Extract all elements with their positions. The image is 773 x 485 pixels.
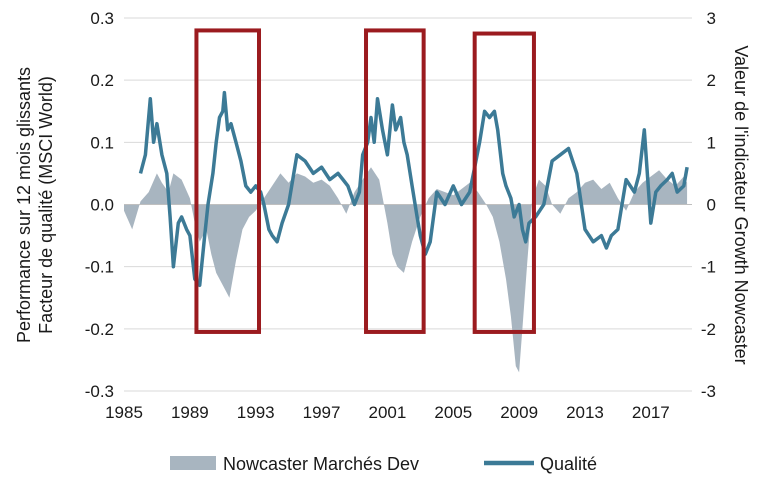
right-y-tick-labels: 3 2 1 0 -1 -2 -3: [701, 9, 716, 401]
right-tick-label: 2: [707, 71, 716, 90]
x-tick-label: 1993: [237, 403, 275, 422]
left-tick-label: 0.2: [90, 71, 114, 90]
highlight-layer: [194, 28, 536, 334]
x-tick-label: 2017: [632, 403, 670, 422]
left-tick-label: 0.0: [90, 196, 114, 215]
area-nowcaster: [124, 167, 688, 373]
right-tick-label: -2: [701, 320, 716, 339]
left-axis-title-line2: Facteur de qualité (MSCI World): [36, 76, 56, 334]
x-tick-label: 1997: [303, 403, 341, 422]
right-tick-label: 3: [707, 9, 716, 28]
x-tick-label: 2005: [434, 403, 472, 422]
legend-swatch-nowcaster: [170, 456, 216, 470]
right-tick-label: 1: [707, 133, 716, 152]
x-tick-labels: 1985 1989 1993 1997 2001 2005 2009 2013 2017: [105, 403, 670, 422]
left-y-tick-labels: 0.3 0.2 0.1 0.0 -0.1 -0.2 -0.3: [85, 9, 114, 401]
x-tick-label: 2013: [566, 403, 604, 422]
left-tick-label: 0.3: [90, 9, 114, 28]
legend-label-qualite: Qualité: [540, 454, 597, 474]
x-tick-label: 1985: [105, 403, 143, 422]
x-tick-label: 1989: [171, 403, 209, 422]
left-tick-label: -0.2: [85, 320, 114, 339]
x-tick-label: 2009: [500, 403, 538, 422]
right-tick-label: 0: [707, 196, 716, 215]
left-tick-label: 0.1: [90, 133, 114, 152]
line-qualite: [138, 90, 689, 288]
right-tick-label: -1: [701, 258, 716, 277]
line-layer: [138, 90, 689, 288]
right-axis-title: Valeur de l'indicateur Growth Nowcaster: [731, 45, 751, 364]
right-tick-label: -3: [701, 382, 716, 401]
left-tick-label: -0.3: [85, 382, 114, 401]
highlight-box-2: [364, 28, 426, 334]
left-axis-title-line1: Performance sur 12 mois glissants: [14, 67, 34, 343]
area-layer: [124, 167, 688, 373]
legend: Nowcaster Marchés Dev Qualité: [170, 454, 597, 474]
highlight-box-3: [472, 31, 536, 334]
legend-label-nowcaster: Nowcaster Marchés Dev: [223, 454, 419, 474]
x-tick-label: 2001: [369, 403, 407, 422]
highlight-box-1: [194, 28, 262, 334]
left-tick-label: -0.1: [85, 258, 114, 277]
